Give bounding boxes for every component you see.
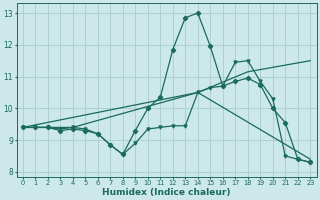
X-axis label: Humidex (Indice chaleur): Humidex (Indice chaleur) <box>102 188 231 197</box>
